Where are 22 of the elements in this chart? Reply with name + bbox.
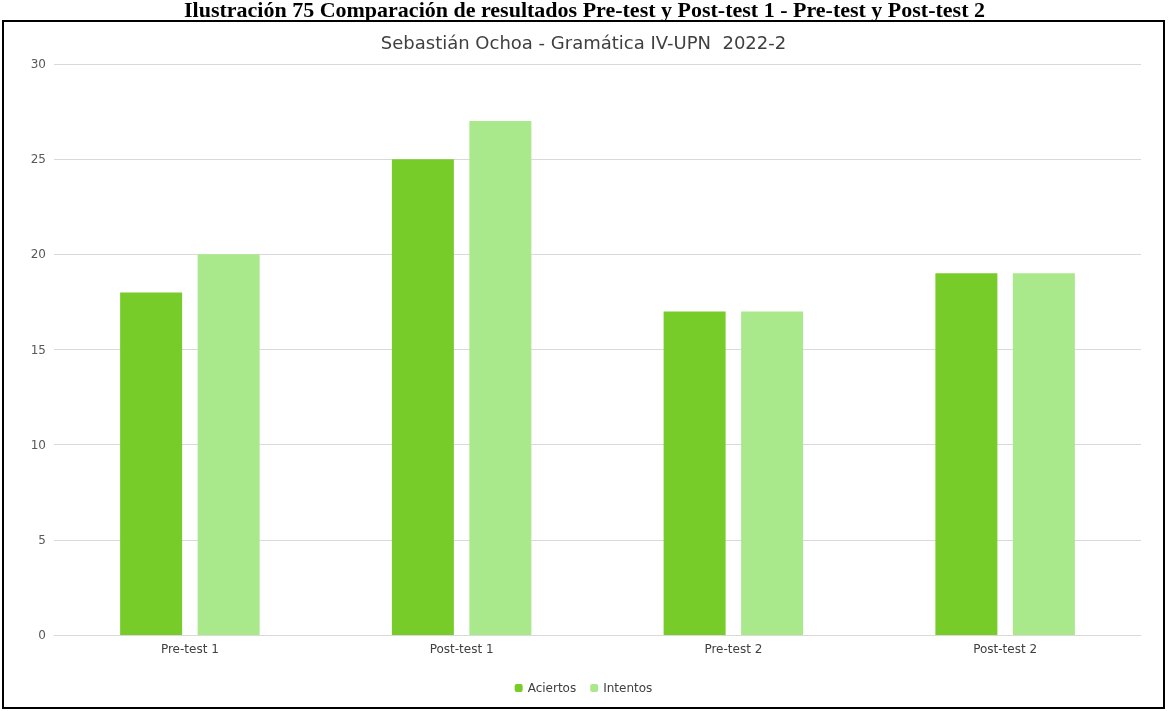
bar — [197, 254, 260, 635]
x-tick-label: Post-test 2 — [973, 642, 1038, 656]
y-tick-label: 5 — [38, 532, 46, 547]
bar — [663, 311, 726, 635]
y-tick-label: 25 — [30, 152, 46, 167]
x-tick-label: Post-test 1 — [429, 642, 494, 656]
legend-label: Aciertos — [527, 681, 577, 695]
y-tick-label: 30 — [30, 57, 46, 71]
y-tick-label: 15 — [30, 342, 46, 357]
x-tick-label: Pre-test 2 — [704, 642, 763, 656]
bar — [935, 273, 998, 635]
bar — [391, 159, 454, 635]
bar — [741, 311, 804, 635]
y-tick-label: 10 — [30, 437, 46, 452]
bar — [469, 121, 532, 635]
legend-label: Intentos — [603, 681, 653, 695]
y-tick-label: 0 — [38, 628, 46, 642]
y-tick-label: 20 — [30, 247, 46, 262]
bar — [1012, 273, 1075, 635]
chart-subtitle: Sebastián Ochoa - Gramática IV-UPN 2022-2 — [380, 31, 787, 53]
x-tick-label: Pre-test 1 — [160, 642, 219, 656]
bar — [120, 292, 183, 635]
